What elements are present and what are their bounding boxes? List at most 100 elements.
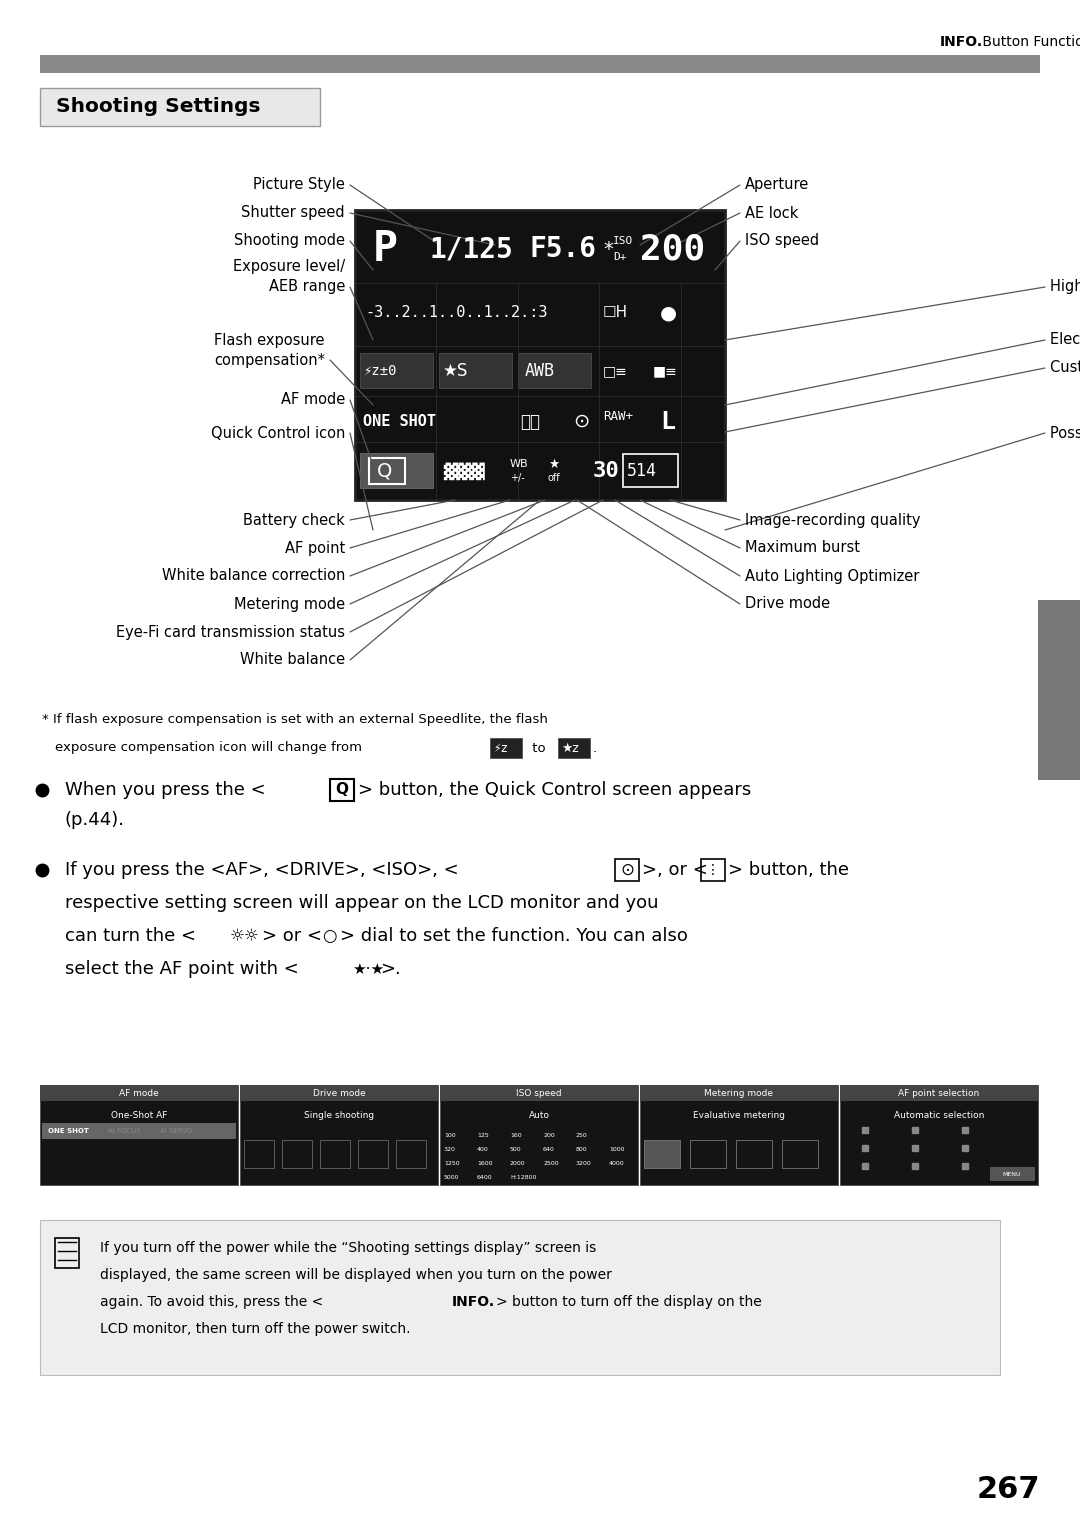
FancyBboxPatch shape	[990, 1167, 1035, 1180]
Text: ●: ●	[660, 304, 677, 322]
Text: 160: 160	[510, 1133, 522, 1138]
Text: ONE SHOT: ONE SHOT	[363, 414, 436, 429]
Text: 2000: 2000	[510, 1161, 526, 1167]
Text: ○: ○	[322, 926, 337, 945]
Text: >, or <: >, or <	[642, 861, 707, 879]
Text: 1250: 1250	[444, 1161, 460, 1167]
Text: If you press the <AF>, <DRIVE>, <ISO>, <: If you press the <AF>, <DRIVE>, <ISO>, <	[65, 861, 459, 879]
FancyBboxPatch shape	[640, 1084, 838, 1101]
Text: AWB: AWB	[525, 362, 555, 380]
Text: ★z: ★z	[561, 742, 579, 754]
Text: WB: WB	[510, 459, 528, 468]
FancyBboxPatch shape	[440, 1084, 638, 1101]
Text: Quick Control icon: Quick Control icon	[211, 426, 345, 441]
FancyBboxPatch shape	[240, 1084, 438, 1101]
FancyBboxPatch shape	[40, 55, 1040, 73]
Text: Exposure level/: Exposure level/	[233, 260, 345, 274]
Text: select the AF point with <: select the AF point with <	[65, 960, 299, 978]
Text: Custom controls: Custom controls	[1050, 360, 1080, 376]
Text: ⚡z: ⚡z	[492, 742, 508, 754]
FancyBboxPatch shape	[440, 1084, 638, 1185]
Text: 100: 100	[444, 1133, 456, 1138]
Text: * If flash exposure compensation is set with an external Speedlite, the flash: * If flash exposure compensation is set …	[42, 713, 548, 727]
Text: D+: D+	[613, 252, 626, 262]
Text: to: to	[528, 742, 550, 754]
Text: ONE SHOT: ONE SHOT	[48, 1129, 89, 1135]
Text: Single shooting: Single shooting	[303, 1110, 374, 1119]
Text: 267: 267	[976, 1475, 1040, 1504]
Text: ■≡: ■≡	[653, 364, 678, 377]
Text: > button to turn off the display on the: > button to turn off the display on the	[496, 1294, 761, 1310]
Text: Image-recording quality: Image-recording quality	[745, 513, 920, 528]
FancyBboxPatch shape	[640, 1084, 838, 1185]
Text: ☐H: ☐H	[603, 306, 629, 321]
FancyBboxPatch shape	[558, 738, 590, 757]
FancyBboxPatch shape	[840, 1084, 1038, 1185]
Text: INFO.: INFO.	[940, 35, 983, 49]
Text: F5.6: F5.6	[530, 236, 597, 263]
Text: 1/125: 1/125	[430, 236, 514, 263]
Text: 400: 400	[477, 1147, 489, 1151]
Text: ⋮: ⋮	[706, 862, 720, 878]
Text: 500: 500	[510, 1147, 522, 1151]
FancyBboxPatch shape	[40, 1084, 238, 1185]
Text: ⌖⌖: ⌖⌖	[519, 412, 540, 430]
Text: AE lock: AE lock	[745, 205, 798, 221]
Text: Shooting mode: Shooting mode	[234, 234, 345, 248]
Text: ★: ★	[548, 458, 559, 470]
Text: ☼☼: ☼☼	[230, 926, 260, 945]
Text: RAW+: RAW+	[603, 411, 633, 423]
FancyBboxPatch shape	[40, 1220, 1000, 1375]
Text: P: P	[373, 228, 399, 271]
Text: Eye-Fi card transmission status: Eye-Fi card transmission status	[116, 625, 345, 639]
Text: When you press the <: When you press the <	[65, 780, 266, 799]
Text: AEB range: AEB range	[269, 280, 345, 295]
FancyBboxPatch shape	[42, 1122, 237, 1139]
Text: ⊙: ⊙	[573, 412, 590, 430]
Text: > dial to set the function. You can also: > dial to set the function. You can also	[340, 926, 688, 945]
Text: Metering mode: Metering mode	[704, 1089, 773, 1098]
Text: 200: 200	[640, 233, 705, 266]
Text: White balance correction: White balance correction	[162, 569, 345, 584]
Text: 320: 320	[444, 1147, 456, 1151]
Text: AF mode: AF mode	[281, 392, 345, 408]
Text: Aperture: Aperture	[745, 178, 809, 193]
Text: Electronic level: Electronic level	[1050, 333, 1080, 347]
Text: 514: 514	[627, 462, 657, 481]
Text: One-Shot AF: One-Shot AF	[111, 1110, 167, 1119]
Text: White balance: White balance	[240, 653, 345, 668]
Text: Highlight tone priority: Highlight tone priority	[1050, 280, 1080, 295]
FancyBboxPatch shape	[1038, 599, 1080, 780]
Text: LCD monitor, then turn off the power switch.: LCD monitor, then turn off the power swi…	[100, 1322, 410, 1335]
Text: again. To avoid this, press the <: again. To avoid this, press the <	[100, 1294, 323, 1310]
Text: compensation*: compensation*	[214, 353, 325, 368]
Text: Q: Q	[336, 782, 349, 797]
FancyBboxPatch shape	[355, 210, 725, 500]
Text: *: *	[603, 240, 612, 259]
FancyBboxPatch shape	[518, 353, 591, 388]
Text: exposure compensation icon will change from: exposure compensation icon will change f…	[55, 742, 362, 754]
Text: Drive mode: Drive mode	[312, 1089, 365, 1098]
FancyBboxPatch shape	[438, 353, 512, 388]
Text: +/-: +/-	[510, 473, 525, 484]
Text: off: off	[548, 473, 561, 484]
Text: 250: 250	[576, 1133, 588, 1138]
Text: > button, the: > button, the	[728, 861, 849, 879]
Text: H:12800: H:12800	[510, 1176, 537, 1180]
Text: L: L	[660, 409, 675, 433]
Text: Shooting Settings: Shooting Settings	[56, 97, 260, 117]
Text: ★S: ★S	[443, 362, 469, 380]
Text: Maximum burst: Maximum burst	[745, 540, 860, 555]
Text: 4000: 4000	[609, 1161, 624, 1167]
Text: ▓▓▓: ▓▓▓	[443, 462, 485, 481]
Text: 800: 800	[576, 1147, 588, 1151]
Text: 640: 640	[543, 1147, 555, 1151]
Text: Metering mode: Metering mode	[234, 596, 345, 611]
Text: -3..2..1..0..1..2.:3: -3..2..1..0..1..2.:3	[365, 306, 548, 321]
Text: ⊙: ⊙	[620, 861, 634, 879]
Text: AI SERVO: AI SERVO	[160, 1129, 192, 1135]
Text: Q: Q	[377, 461, 393, 481]
Text: 1000: 1000	[609, 1147, 624, 1151]
Text: can turn the <: can turn the <	[65, 926, 195, 945]
Text: 2500: 2500	[543, 1161, 558, 1167]
